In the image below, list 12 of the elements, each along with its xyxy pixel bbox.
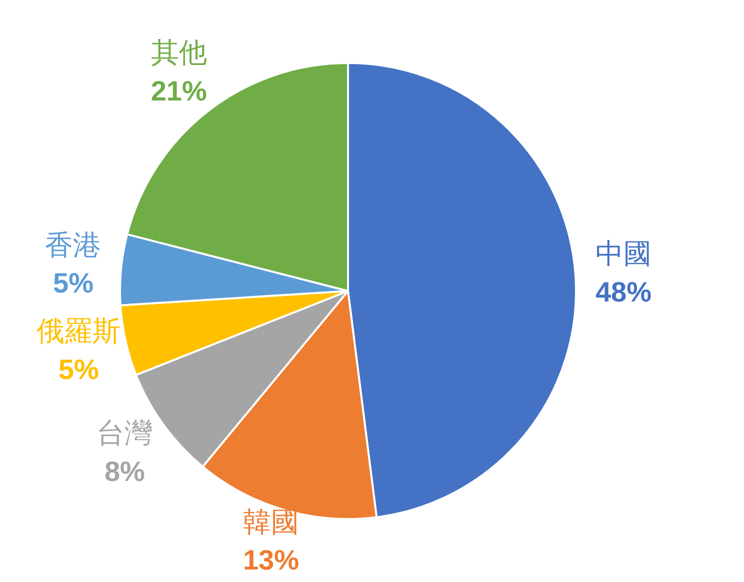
data-label: 21% [150, 76, 207, 107]
slice-label: 俄羅斯 [36, 314, 121, 348]
slice-label: 香港 [45, 228, 102, 262]
data-label: 8% [104, 456, 146, 487]
data-label: 5% [52, 268, 94, 299]
slice-label: 中國 [595, 236, 652, 270]
slice-label: 韓國 [243, 505, 299, 538]
data-label: 5% [58, 354, 99, 385]
slice-label: 台灣 [96, 416, 153, 450]
data-label: 13% [242, 544, 300, 576]
data-label: 48% [595, 276, 652, 308]
slice-label: 其他 [150, 36, 207, 70]
